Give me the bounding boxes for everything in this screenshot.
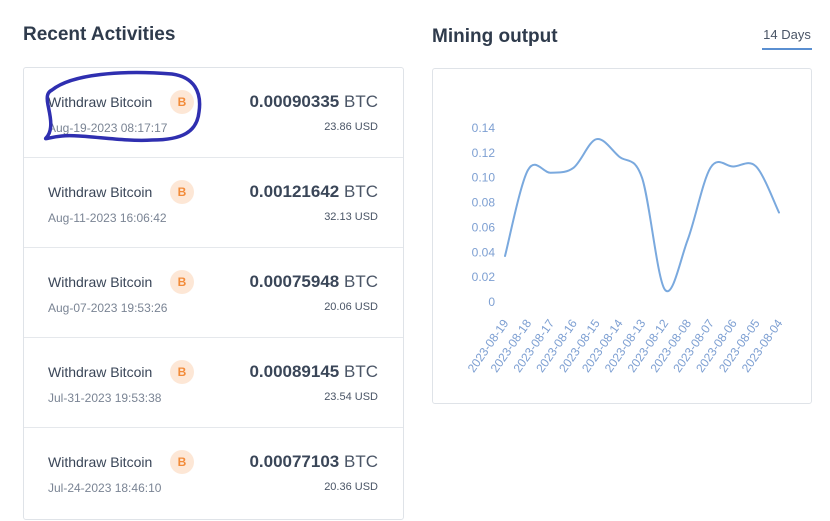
hand-drawn-highlight-circle [43, 70, 202, 143]
activity-usd: 20.36 USD [324, 481, 378, 493]
activity-row[interactable]: Withdraw Bitcoin B Jul-24-2023 18:46:10 … [24, 428, 403, 518]
line-chart: 00.020.040.060.080.100.120.14 2023-08-19… [465, 121, 786, 375]
series-line [504, 138, 780, 293]
y-tick-label: 0.04 [472, 245, 496, 259]
mining-output-chart: 0 0.02 0.04 0.06 0.08 0.10 0.12 0.14 2023-08-19… [432, 68, 812, 404]
activity-label: Withdraw Bitcoin [48, 454, 153, 470]
bitcoin-icon: B [170, 180, 194, 204]
bitcoin-icon: B [170, 90, 194, 114]
y-tick-label: 0.14 [472, 121, 496, 135]
bitcoin-icon: B [170, 360, 194, 384]
y-tick-label: 0.10 [472, 171, 496, 185]
activity-date: Aug-07-2023 19:53:26 [48, 301, 168, 315]
activity-usd: 32.13 USD [324, 211, 378, 223]
activity-amount: 0.00121642 BTC [249, 182, 378, 202]
activity-amount: 0.00075948 BTC [249, 272, 378, 292]
amount-currency: BTC [344, 182, 378, 201]
activity-date: Aug-19-2023 08:17:17 [48, 121, 168, 135]
activity-label: Withdraw Bitcoin [48, 184, 153, 200]
amount-value: 0.00090335 [249, 92, 340, 111]
activity-amount: 0.00090335 BTC [249, 92, 378, 112]
activity-amount: 0.00077103 BTC [249, 452, 378, 472]
activity-usd: 23.86 USD [324, 121, 378, 133]
y-tick-label: 0.12 [472, 146, 496, 160]
tab-14-days[interactable]: 14 Days [762, 27, 812, 50]
activity-amount: 0.00089145 BTC [249, 362, 378, 382]
activity-date: Aug-11-2023 16:06:42 [48, 211, 167, 225]
activity-list: Withdraw Bitcoin B Aug-19-2023 08:17:17 … [23, 67, 404, 520]
bitcoin-icon: B [170, 450, 194, 474]
y-tick-label: 0.08 [472, 196, 496, 210]
recent-activities-title: Recent Activities [23, 24, 176, 45]
bitcoin-icon: B [170, 270, 194, 294]
amount-currency: BTC [344, 362, 378, 381]
activity-usd: 23.54 USD [324, 391, 378, 403]
amount-currency: BTC [344, 452, 378, 471]
amount-value: 0.00075948 [249, 272, 340, 291]
y-tick-label: 0.06 [472, 220, 496, 234]
y-tick-label: 0 [488, 295, 495, 309]
amount-currency: BTC [344, 92, 378, 111]
activity-date: Jul-31-2023 19:53:38 [48, 391, 162, 405]
amount-currency: BTC [344, 272, 378, 291]
activity-date: Jul-24-2023 18:46:10 [48, 481, 162, 495]
mining-output-title: Mining output [432, 26, 558, 47]
amount-value: 0.00089145 [249, 362, 340, 381]
activity-row[interactable]: Withdraw Bitcoin B Aug-11-2023 16:06:42 … [24, 158, 403, 248]
activity-label: Withdraw Bitcoin [48, 274, 153, 290]
amount-value: 0.00077103 [249, 452, 340, 471]
activity-label: Withdraw Bitcoin [48, 94, 153, 110]
activity-row[interactable]: Withdraw Bitcoin B Aug-19-2023 08:17:17 … [24, 68, 403, 158]
activity-row[interactable]: Withdraw Bitcoin B Jul-31-2023 19:53:38 … [24, 338, 403, 428]
activity-label: Withdraw Bitcoin [48, 364, 153, 380]
activity-row[interactable]: Withdraw Bitcoin B Aug-07-2023 19:53:26 … [24, 248, 403, 338]
y-tick-label: 0.02 [472, 270, 496, 284]
activity-usd: 20.06 USD [324, 301, 378, 313]
amount-value: 0.00121642 [249, 182, 340, 201]
